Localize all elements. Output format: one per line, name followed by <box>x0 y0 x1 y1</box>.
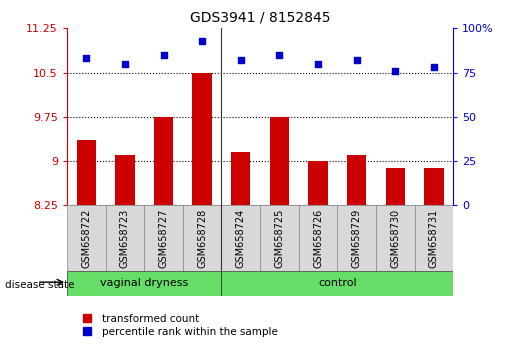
Point <box>236 57 245 63</box>
Bar <box>337 205 376 271</box>
Text: GSM658726: GSM658726 <box>313 209 323 268</box>
Bar <box>154 117 173 205</box>
Bar <box>260 205 299 271</box>
Title: GDS3941 / 8152845: GDS3941 / 8152845 <box>190 10 330 24</box>
Point <box>275 52 283 58</box>
Bar <box>67 205 106 271</box>
Text: GSM658725: GSM658725 <box>274 209 284 268</box>
Bar <box>193 73 212 205</box>
Point <box>198 38 206 44</box>
Point <box>314 61 322 67</box>
Point <box>159 52 167 58</box>
Text: GSM658728: GSM658728 <box>197 209 207 268</box>
Text: disease state: disease state <box>5 280 75 290</box>
Bar <box>299 205 337 271</box>
Point <box>121 61 129 67</box>
Bar <box>115 155 134 205</box>
Text: GSM658729: GSM658729 <box>352 209 362 268</box>
Text: control: control <box>318 278 356 288</box>
Legend: transformed count, percentile rank within the sample: transformed count, percentile rank withi… <box>72 310 282 341</box>
Text: GSM658730: GSM658730 <box>390 209 400 268</box>
Bar <box>308 161 328 205</box>
Bar <box>221 205 260 271</box>
Bar <box>231 152 250 205</box>
Bar <box>270 117 289 205</box>
Point <box>391 68 400 74</box>
Bar <box>376 205 415 271</box>
Text: GSM658731: GSM658731 <box>429 209 439 268</box>
Text: vaginal dryness: vaginal dryness <box>100 278 188 288</box>
Text: GSM658723: GSM658723 <box>120 209 130 268</box>
Bar <box>106 205 144 271</box>
Text: GSM658724: GSM658724 <box>236 209 246 268</box>
Text: GSM658722: GSM658722 <box>81 209 91 268</box>
Bar <box>424 168 443 205</box>
Bar <box>415 205 453 271</box>
Bar <box>386 168 405 205</box>
Bar <box>221 271 453 296</box>
Point <box>430 64 438 70</box>
Bar <box>77 141 96 205</box>
Text: GSM658727: GSM658727 <box>159 209 168 268</box>
Bar <box>144 205 183 271</box>
Point <box>82 56 91 61</box>
Bar <box>183 205 221 271</box>
Point <box>352 57 360 63</box>
Bar <box>347 155 366 205</box>
Bar <box>67 271 221 296</box>
